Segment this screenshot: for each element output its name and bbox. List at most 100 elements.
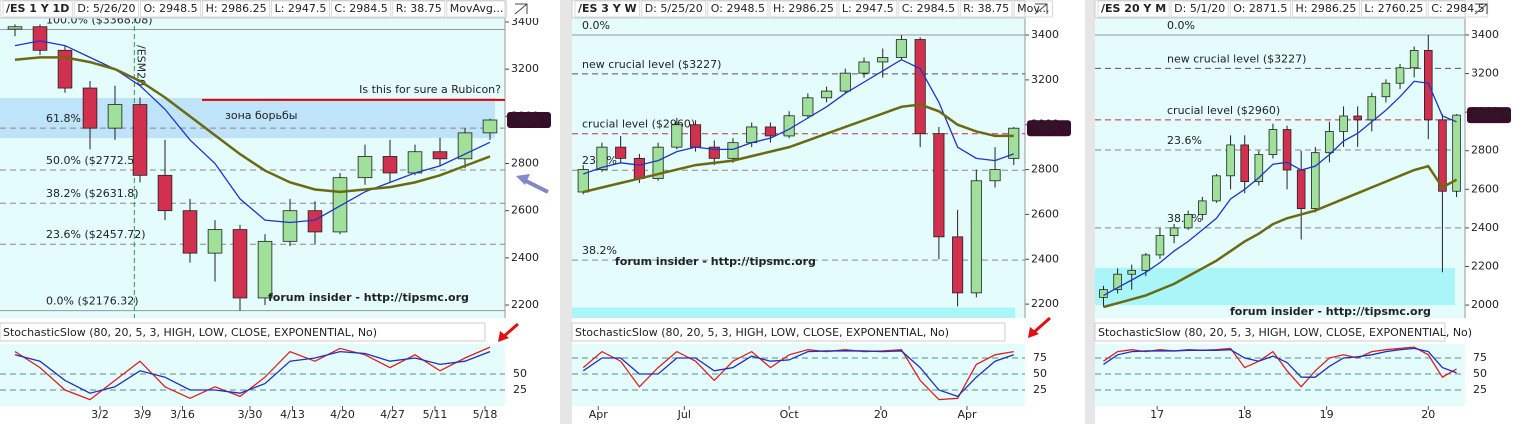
header-item: D: 5/26/20 (77, 2, 135, 15)
header-cell (1291, 0, 1360, 18)
header-cell (1360, 0, 1427, 18)
panel-separator (1085, 0, 1095, 424)
y-tick-label: 3400 (511, 15, 539, 28)
last-price-box (507, 112, 551, 129)
last-price-box (1467, 107, 1511, 124)
last-price: 2984.5 (1031, 121, 1070, 134)
header-item: C: 2984.5 (902, 2, 955, 15)
y-tick-label: 3200 (511, 62, 539, 75)
last-price: 2984.5 (1471, 108, 1510, 121)
y-tick-label: 2000 (1471, 298, 1499, 311)
header-item: Mov... (1017, 2, 1049, 15)
candle-body (57, 49, 73, 89)
header-item: L: 2760.25 (1364, 2, 1423, 15)
axis-background (1025, 18, 1085, 318)
header-cell (707, 0, 769, 18)
header-item: D: 5/1/20 (1174, 2, 1225, 15)
header-cell (2, 0, 73, 18)
header-cell (139, 0, 202, 18)
header-cell (641, 0, 707, 18)
zone-label: зона борьбы (225, 109, 297, 122)
candle-body (1296, 169, 1306, 210)
header-item: D: 5/25/20 (645, 2, 703, 15)
candle-body (457, 132, 473, 160)
candle-body (895, 39, 908, 58)
moving-average (1103, 164, 1458, 309)
header-item: C: 2984.5 (1431, 2, 1484, 15)
header-item: C: 2984.5 (334, 2, 387, 15)
header-item: R: 38.75 (963, 2, 1009, 15)
candle-body (783, 115, 795, 137)
candle-body (952, 236, 964, 294)
moving-average (1103, 80, 1457, 296)
header-item: L: 2947.5 (275, 2, 327, 15)
x-tick-label: 3/30 (238, 408, 263, 421)
candle-body (1381, 82, 1391, 98)
candle-body (482, 119, 498, 134)
header-bar (571, 0, 1026, 19)
x-tick-label: 18 (1238, 408, 1252, 421)
header-item: H: 2986.25 (773, 2, 834, 15)
candle-body (1254, 154, 1264, 183)
study-background (1095, 344, 1465, 406)
header-item: O: 2948.5 (143, 2, 197, 15)
header-cell (898, 0, 959, 18)
watermark: forum insider - http://tipsmc.org (268, 291, 469, 304)
header-cell (202, 0, 271, 18)
price-panel-overlay: 2984.5/ES 3 Y W D: 5/25/20 O: 2948.5 H: 298… (571, 0, 1071, 421)
header-item: MovAvg... (450, 2, 504, 15)
candle-body (1212, 175, 1221, 202)
axis-background (1465, 18, 1523, 318)
y-tick-label: 2600 (511, 204, 539, 217)
candle-body (1339, 115, 1348, 132)
header-cell (1427, 0, 1489, 18)
candle-body (1353, 115, 1362, 121)
candle-body (652, 146, 664, 179)
header-cell (769, 0, 838, 18)
header-cell (959, 0, 1013, 18)
contract-label: /ESM20 (134, 45, 147, 86)
header-item: L: 2947.5 (842, 2, 894, 15)
level-label: 0.0% (582, 19, 610, 32)
stochastic-line (14, 346, 491, 401)
study-tick-label: 50 (1473, 367, 1487, 380)
header-item: H: 2986.25 (1295, 2, 1356, 15)
level-label: crucial level ($2960) (1167, 104, 1280, 117)
plot-background (572, 18, 1025, 318)
candle-body (1282, 129, 1292, 171)
header-cell (1097, 0, 1170, 18)
header-cell (1229, 0, 1291, 18)
header-item: /ES 1 Y 1D (6, 2, 69, 15)
candle-body (914, 39, 926, 135)
header-cell (1013, 0, 1053, 18)
candle-body (7, 26, 23, 30)
study-tick-label: 25 (1033, 383, 1047, 396)
y-tick-label: 2400 (511, 251, 539, 264)
header-item: R: 38.75 (396, 2, 442, 15)
y-tick-label: 2200 (511, 298, 539, 311)
y-tick-label: 3400 (1471, 28, 1499, 41)
x-tick-label: 4/20 (330, 408, 355, 421)
moving-average (583, 58, 1014, 175)
candle-body (1423, 50, 1433, 121)
stochastic-line (14, 350, 491, 394)
study-tick-label: 75 (1033, 351, 1047, 364)
candle-body (877, 57, 889, 63)
level-label: 38.2% (582, 244, 617, 257)
x-tick-label: 5/18 (473, 408, 498, 421)
zone (572, 307, 1015, 318)
price-panel: 22002400260028003000320034000.0%new cruc… (572, 18, 1085, 318)
y-tick-label: 3400 (1031, 28, 1059, 41)
y-tick-label: 2400 (1031, 252, 1059, 265)
x-tick-label: 17 (1150, 408, 1164, 421)
watermark: forum insider - http://tipsmc.org (615, 255, 816, 268)
header-cell (392, 0, 446, 18)
candle-body (132, 104, 148, 176)
candle-body (157, 174, 173, 212)
level-label: 50.0% ($2772.5) (46, 154, 139, 167)
x-tick-label: 20 (874, 408, 888, 421)
panel-separator (560, 0, 572, 424)
candle-body (633, 157, 645, 179)
